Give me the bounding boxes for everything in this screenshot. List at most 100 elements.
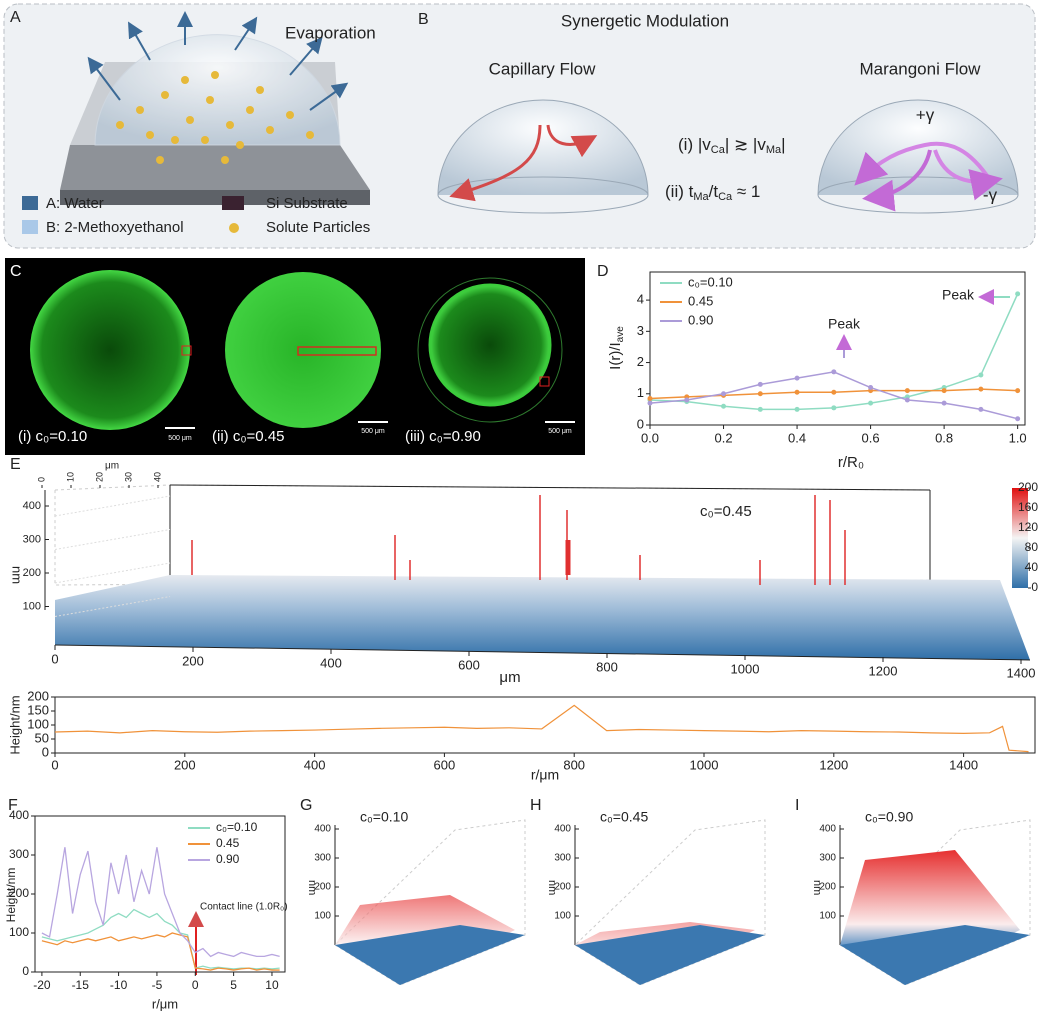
y-tick-label: 3 (637, 323, 644, 338)
point (941, 400, 947, 406)
legend-label: 0.90 (216, 852, 240, 866)
annotation: c₀=0.45 (700, 503, 752, 520)
z-axis-label: nm (10, 566, 25, 584)
x-tick-label: 600 (434, 757, 456, 772)
colorbar (1012, 488, 1028, 588)
annotation: Peak (828, 316, 861, 332)
plot-box (54, 484, 931, 586)
part: | ≳ |v (725, 135, 767, 154)
z-tick-label: 300 (819, 853, 836, 864)
legend-text: B: 2-Methoxyethanol (46, 219, 184, 236)
plot-frame (54, 696, 1036, 754)
y-tick-label: 200 (27, 688, 49, 703)
y-tick-label: 2 (637, 354, 644, 369)
y-tick-label: 400 (9, 808, 29, 822)
part: Ca (718, 191, 733, 203)
x-tick-label: 200 (174, 757, 196, 772)
y-tick-label: 4 (637, 292, 644, 307)
y-tick-label: 0 (42, 744, 49, 759)
flow-arrow (854, 141, 992, 186)
flow-arrow (862, 149, 932, 212)
legend-label: 0.45 (216, 836, 240, 850)
z-tick-label: 300 (23, 533, 41, 545)
panel-label: H (530, 797, 542, 814)
x-axis-label: r/μm (531, 767, 559, 783)
y-axis-label: I(r)/Iave (607, 326, 626, 370)
x-axis-label: r/μm (152, 996, 178, 1011)
x-tick-label: 0.6 (862, 430, 880, 445)
x-tick-label: 0.4 (788, 430, 806, 445)
point (978, 386, 984, 392)
part: (ii) t (665, 182, 694, 201)
y-tick-label: 0 (637, 416, 644, 431)
roi (297, 346, 377, 356)
y-axis-label: μm (105, 461, 119, 472)
x-tick-label: -20 (33, 978, 51, 992)
series-line (41, 932, 280, 971)
droplet-image (30, 270, 190, 430)
z-tick-label: 400 (819, 824, 836, 835)
point (831, 369, 837, 375)
flow-title: Marangoni Flow (860, 59, 982, 78)
z-tick-label: 100 (314, 911, 331, 922)
series-line (41, 847, 280, 958)
scale-bar: 500 μm (548, 428, 572, 435)
legend-label: 0.45 (688, 293, 713, 308)
y-tick-label: 20 (94, 472, 104, 482)
panel-label: G (300, 797, 312, 814)
point (647, 395, 653, 401)
x-tick-label: 1200 (869, 663, 898, 678)
annotation: Peak (942, 287, 975, 303)
droplet (437, 99, 649, 196)
condition: (i) |vCa| ≳ |vMa| (678, 135, 786, 155)
grid-line (54, 562, 171, 584)
x-tick-label: 600 (458, 657, 480, 672)
roi (181, 345, 192, 356)
point (1015, 388, 1021, 394)
z-tick-label: 400 (23, 500, 41, 512)
point (904, 397, 910, 403)
panel-title: c₀=0.10 (360, 809, 408, 825)
evaporation-arrows (87, 11, 349, 111)
x-tick-label: -5 (152, 978, 163, 992)
gamma-label: +γ (916, 105, 935, 124)
y-tick-label: 1 (637, 385, 644, 400)
x-tick-label: 10 (265, 978, 279, 992)
droplet-base (437, 176, 649, 214)
z-tick-label: 200 (819, 882, 836, 893)
y-tick-label: 40 (152, 472, 162, 482)
z-tick-label: 200 (314, 882, 331, 893)
y-axis-label: Height/nm (4, 868, 18, 923)
z-tick-label: 400 (554, 824, 571, 835)
plot-frame (34, 815, 286, 973)
legend-label: c₀=0.10 (688, 274, 733, 289)
series-line (649, 371, 1018, 420)
panel-label: I (795, 797, 799, 814)
point (721, 403, 727, 409)
z-tick-label: 100 (554, 911, 571, 922)
point (978, 406, 984, 412)
colorbar-label: 120 (1018, 520, 1038, 534)
part: Ca (711, 144, 726, 156)
point (831, 389, 837, 395)
box-edge (169, 484, 931, 491)
evaporation-label: Evaporation (285, 23, 376, 42)
part: ≈ 1 (732, 182, 760, 201)
point (757, 391, 763, 397)
y-tick-label: 0 (36, 477, 46, 482)
x-tick-label: 1200 (819, 757, 848, 772)
x-tick-label: -15 (72, 978, 90, 992)
caption: (i) c₀=0.10 (18, 428, 87, 445)
point (794, 406, 800, 412)
legend-swatch (22, 220, 38, 234)
legend-label: 0.90 (688, 312, 713, 327)
part: Ma (766, 144, 782, 156)
x-tick-label: 5 (230, 978, 237, 992)
panel-label: E (10, 456, 21, 473)
point (647, 400, 653, 406)
point (831, 405, 837, 411)
annotation: Contact line (1.0R₀) (200, 902, 288, 913)
panel-title: c₀=0.45 (600, 809, 648, 825)
y-tick-label: 150 (27, 702, 49, 717)
